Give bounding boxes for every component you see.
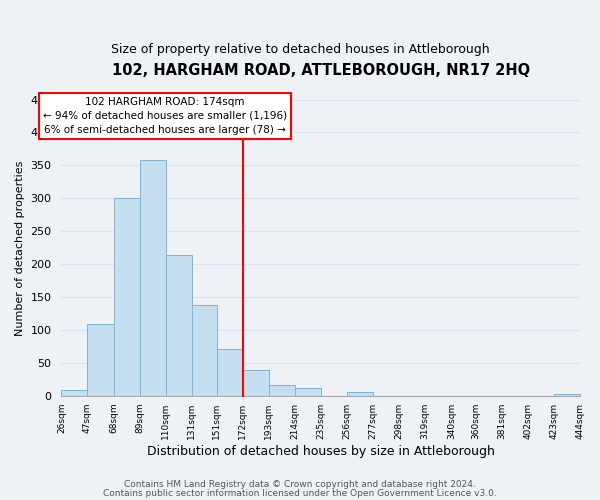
Bar — [166, 254, 192, 396]
Bar — [269, 385, 295, 396]
Text: Size of property relative to detached houses in Attleborough: Size of property relative to detached ho… — [110, 42, 490, 56]
Bar — [554, 394, 580, 396]
Bar — [113, 198, 140, 396]
Text: Contains HM Land Registry data © Crown copyright and database right 2024.: Contains HM Land Registry data © Crown c… — [124, 480, 476, 489]
Y-axis label: Number of detached properties: Number of detached properties — [15, 160, 25, 336]
Text: 102 HARGHAM ROAD: 174sqm
← 94% of detached houses are smaller (1,196)
6% of semi: 102 HARGHAM ROAD: 174sqm ← 94% of detach… — [43, 97, 287, 135]
Text: Contains public sector information licensed under the Open Government Licence v3: Contains public sector information licen… — [103, 488, 497, 498]
Bar — [217, 350, 243, 397]
Bar — [61, 390, 88, 396]
Title: 102, HARGHAM ROAD, ATTLEBOROUGH, NR17 2HQ: 102, HARGHAM ROAD, ATTLEBOROUGH, NR17 2H… — [112, 62, 530, 78]
Bar — [295, 388, 321, 396]
X-axis label: Distribution of detached houses by size in Attleborough: Distribution of detached houses by size … — [147, 444, 495, 458]
Bar — [140, 160, 166, 396]
Bar — [88, 324, 113, 396]
Bar — [243, 370, 269, 396]
Bar — [347, 392, 373, 396]
Bar — [192, 306, 217, 396]
